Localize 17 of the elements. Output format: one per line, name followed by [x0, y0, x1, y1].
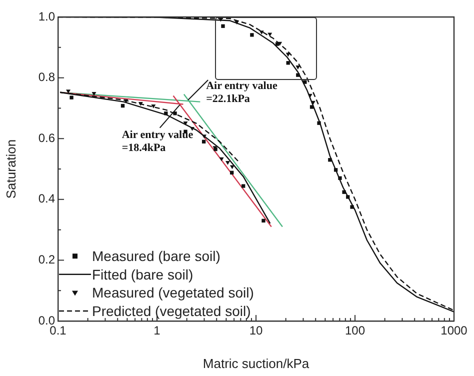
legend-label: Fitted (bare soil): [92, 266, 194, 282]
y-tick-label: 1.0: [38, 9, 56, 24]
annotation: Air entry value =22.1kPa: [206, 80, 278, 105]
x-axis-title: Matric suction/kPa: [202, 356, 310, 371]
legend-label: Measured (vegetated soil): [92, 284, 254, 301]
y-tick-label: 0.8: [38, 70, 56, 84]
x-tick-label: 100: [344, 324, 366, 338]
x-tick-label: 1: [154, 324, 161, 338]
y-axis-title: Saturation: [3, 139, 18, 199]
y-tick-label: 0.4: [38, 192, 56, 206]
legend-label: Predicted (vegetated soil): [92, 302, 251, 319]
x-tick-label: 1000: [440, 324, 468, 338]
annotation: Air entry value =18.4kPa: [122, 128, 194, 154]
legend-label: Measured (bare soil): [92, 248, 220, 264]
y-tick-label: 0.2: [38, 252, 56, 267]
y-tick-label: 0.6: [38, 130, 56, 145]
x-tick-label: 10: [249, 324, 263, 338]
